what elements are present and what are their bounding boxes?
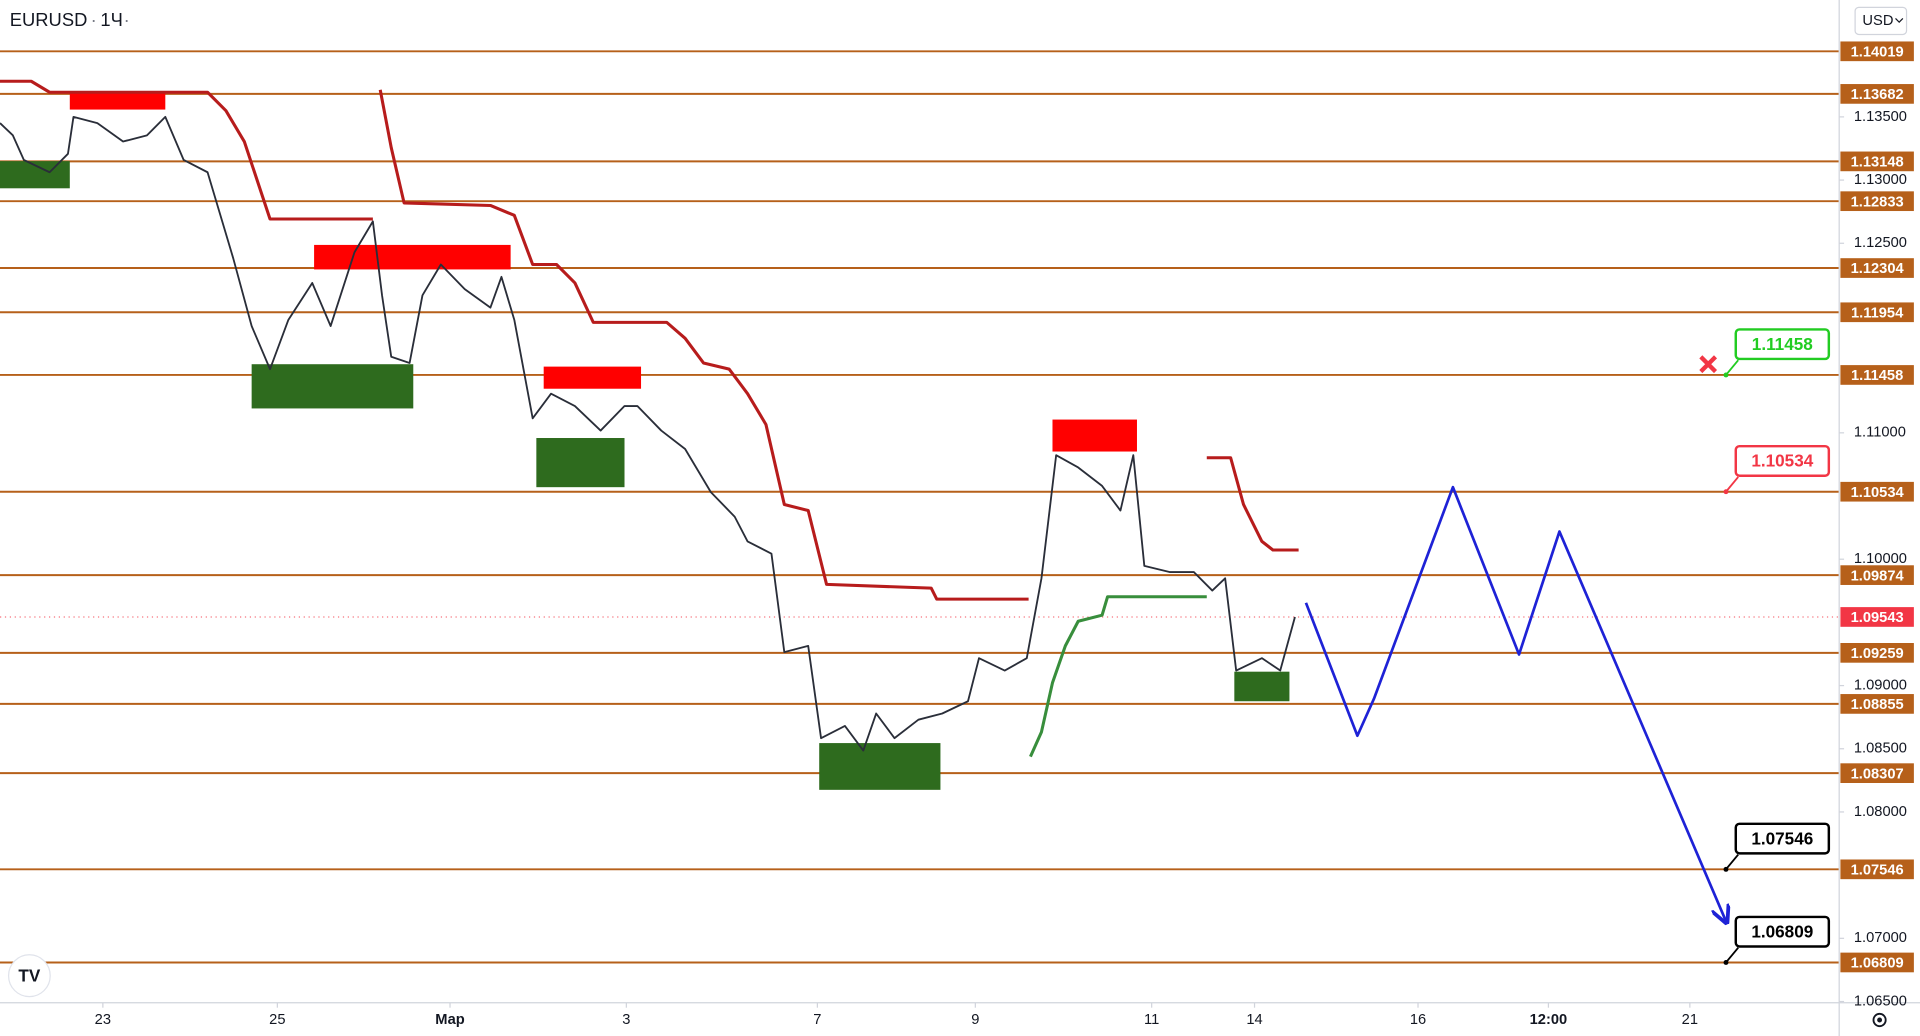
interval: 1Ч: [100, 9, 122, 30]
currency-label[interactable]: USD: [1862, 13, 1893, 29]
y-tick-label: 1.13500: [1854, 109, 1907, 125]
level-label: 1.13148: [1851, 154, 1904, 170]
y-tick-label: 1.08000: [1854, 804, 1907, 820]
x-tick-label: Мар: [435, 1012, 465, 1028]
level-label: 1.11954: [1851, 305, 1904, 321]
y-tick-label: 1.10000: [1854, 551, 1907, 567]
x-tick-label: 16: [1410, 1012, 1426, 1028]
zone: [536, 438, 625, 488]
level-label-box: [1840, 643, 1914, 663]
level-label: 1.08855: [1851, 697, 1904, 713]
level-label: 1.13682: [1851, 87, 1904, 103]
annotation-pointer: [1725, 853, 1739, 870]
tv-logo[interactable]: TV: [7, 954, 51, 998]
annotation-box: [1734, 822, 1831, 855]
annotation-box: [1734, 915, 1831, 948]
annotation-label: 1.06809: [1751, 921, 1813, 941]
level-label: 1.07546: [1851, 862, 1904, 878]
x-tick-label: 3: [622, 1012, 630, 1028]
symbol: EURUSD: [10, 9, 88, 30]
x-tick-label: 12:00: [1530, 1012, 1568, 1028]
annotation-label: 1.11458: [1752, 334, 1813, 354]
level-label: 1.12304: [1851, 261, 1905, 277]
series-line: [0, 79, 373, 221]
plot-area: 1.11458 1.10534 1.07546 1.06809: [0, 50, 1840, 965]
x-tick-label: 25: [269, 1012, 285, 1028]
level-label-box: [1840, 258, 1914, 278]
zone: [543, 366, 642, 389]
y-tick-label: 1.11000: [1854, 425, 1906, 441]
current-price-label: 1.09543: [1851, 610, 1904, 626]
svg-text:TV: TV: [18, 965, 40, 985]
level-label: 1.06809: [1851, 956, 1904, 972]
level-label-box: [1840, 481, 1914, 502]
dropdown-icon[interactable]: [1895, 18, 1904, 24]
x-tick-label: 9: [971, 1012, 979, 1028]
y-tick-label: 1.09000: [1854, 677, 1907, 693]
annotation-box: [1734, 444, 1831, 477]
level-label-box: [1840, 763, 1914, 784]
series-line: [1029, 595, 1207, 758]
y-tick-label: 1.07000: [1854, 930, 1907, 946]
separator: ·: [124, 9, 130, 30]
y-tick-label: 1.08500: [1854, 741, 1907, 757]
level-label-box: [1840, 151, 1914, 172]
y-tick-label: 1.06500: [1854, 993, 1907, 1009]
y-tick-label: 1.13000: [1854, 172, 1907, 188]
level-label-box: [1840, 191, 1914, 212]
level-label-box: [1840, 859, 1914, 880]
x-tick-label: 11: [1144, 1012, 1159, 1028]
annotation-label: 1.10534: [1751, 451, 1813, 471]
cancel-mark: [1699, 355, 1718, 374]
x-tick-label: 7: [813, 1012, 821, 1028]
annotation-label: 1.07546: [1751, 828, 1813, 848]
currency-button[interactable]: [1854, 6, 1908, 36]
level-label: 1.09874: [1851, 568, 1905, 584]
level-label-box: [1840, 84, 1914, 104]
level-label: 1.11458: [1851, 368, 1903, 384]
series-line: [0, 115, 1296, 752]
zone: [1052, 419, 1137, 452]
level-label: 1.08307: [1851, 766, 1904, 782]
level-label-box: [1840, 302, 1914, 323]
level-label: 1.09259: [1851, 646, 1904, 662]
annotation-box: [1734, 328, 1831, 361]
annotation-pointer: [1725, 359, 1739, 376]
zone: [1234, 671, 1290, 702]
separator: ·: [91, 9, 97, 30]
annotation-pointer: [1725, 947, 1739, 964]
x-tick-label: 21: [1682, 1012, 1698, 1028]
level-label: 1.14019: [1851, 44, 1904, 60]
level-label-box: [1840, 365, 1914, 385]
level-label-box: [1840, 952, 1914, 973]
level-label: 1.12833: [1851, 194, 1904, 210]
x-tick-label: 14: [1246, 1012, 1262, 1028]
settings-icon[interactable]: [1872, 1012, 1887, 1028]
forecast-path: [1304, 485, 1727, 922]
zone: [314, 244, 511, 270]
axes: 1.13500 1.13000 1.12500 1.11000 1.10000 1.090…: [95, 41, 1914, 1028]
level-label: 1.10534: [1851, 485, 1905, 501]
level-label-box: [1840, 694, 1914, 714]
current-price-box: [1840, 607, 1914, 627]
annotation-pointer: [1725, 476, 1739, 493]
zone: [819, 743, 941, 790]
series-line: [378, 89, 1029, 601]
series-line: [1206, 456, 1299, 552]
x-tick-label: 23: [95, 1012, 111, 1028]
y-tick-label: 1.12500: [1854, 235, 1907, 251]
zone: [251, 364, 414, 409]
zone: [69, 91, 166, 110]
level-label-box: [1840, 565, 1914, 585]
level-label-box: [1840, 41, 1914, 62]
